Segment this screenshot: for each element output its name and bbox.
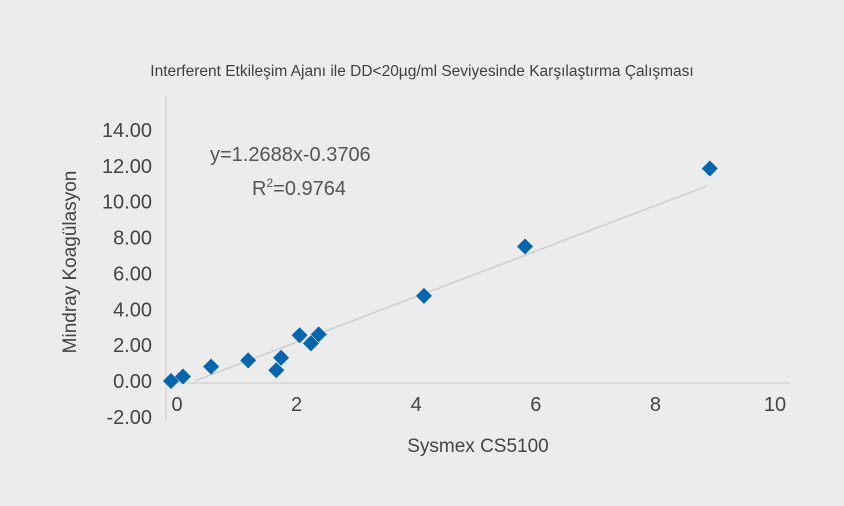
data-point: [203, 358, 220, 375]
data-point: [273, 349, 290, 366]
r2-value: =0.9764: [273, 178, 346, 200]
r-squared-label: R2=0.9764: [252, 176, 346, 200]
data-point: [302, 335, 319, 352]
trendline: [194, 185, 707, 382]
data-point: [240, 352, 257, 369]
data-point: [174, 368, 191, 385]
x-tick-label: 6: [530, 394, 541, 416]
chart-title: Interferent Etkileşim Ajanı ile DD<20µg/…: [150, 63, 693, 80]
y-tick-label: 4.00: [113, 299, 152, 321]
y-tick-label: 10.00: [102, 192, 152, 214]
x-tick-label: 8: [650, 394, 661, 416]
y-tick-label: 6.00: [113, 263, 152, 285]
y-axis-label: Mindray Koagülasyon: [60, 171, 81, 354]
r2-superscript: 2: [266, 176, 273, 190]
x-axis-label: Sysmex CS5100: [407, 436, 549, 457]
y-tick-label: 12.00: [102, 156, 152, 178]
y-tick-label: 0.00: [113, 371, 152, 393]
x-tick-label: 2: [291, 394, 302, 416]
data-point: [701, 160, 718, 177]
r2-prefix: R: [252, 178, 266, 200]
y-tick-label: 14.00: [102, 120, 152, 142]
data-point: [517, 238, 534, 255]
x-tick-label: 0: [171, 394, 182, 416]
x-tick-label: 10: [764, 394, 786, 416]
equation-label: y=1.2688x-0.3706: [210, 144, 371, 166]
data-point: [415, 287, 432, 304]
x-tick-label: 4: [411, 394, 422, 416]
data-point: [310, 326, 327, 343]
y-tick-label: 8.00: [113, 228, 152, 250]
data-point: [291, 327, 308, 344]
data-point: [268, 362, 285, 379]
y-tick-label: -2.00: [106, 407, 152, 429]
y-tick-label: 2.00: [113, 335, 152, 357]
data-point: [163, 373, 180, 389]
